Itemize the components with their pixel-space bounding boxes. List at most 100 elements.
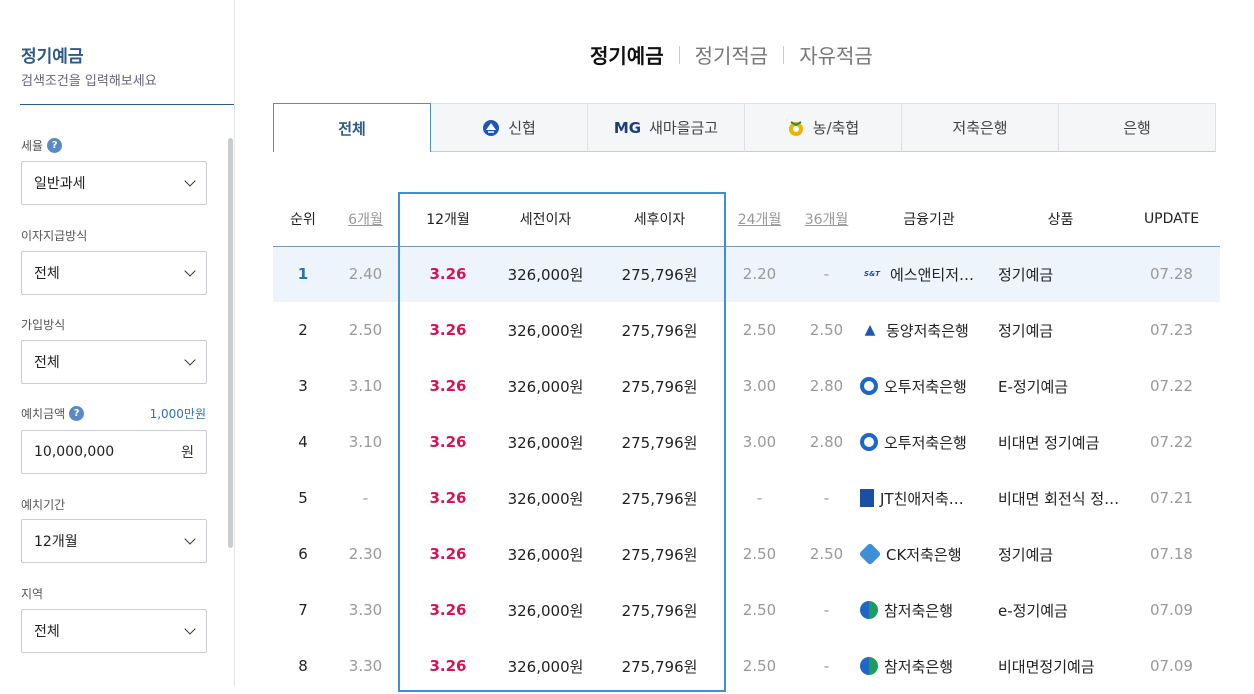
update-cell: 07.21	[1150, 489, 1193, 507]
header-24m[interactable]: 24개월	[726, 192, 793, 247]
help-icon[interactable]: ?	[69, 406, 85, 421]
table-row[interactable]: 4 3.10 3.26 326,000원 275,796원 3.00 2.80 …	[273, 414, 1220, 470]
product-cell: 정기예금	[998, 246, 1123, 302]
tab-divider	[783, 45, 785, 64]
rank-cell: 4	[298, 433, 308, 451]
deposit-amount-input[interactable]: 10,000,000 원	[21, 430, 207, 474]
product-cell: 비대면 회전식 정…	[998, 489, 1120, 508]
pre-tax-cell: 326,000원	[507, 377, 584, 396]
help-icon[interactable]: ?	[47, 138, 63, 153]
rate-36m-cell: 2.50	[809, 545, 844, 563]
tab-divider	[678, 45, 680, 64]
deposit-period-select[interactable]: 12개월	[21, 519, 207, 563]
rate-24m-cell: 2.50	[742, 545, 777, 563]
pre-tax-cell: 326,000원	[507, 433, 584, 452]
tab-savings-bank[interactable]: 저축은행	[902, 103, 1059, 152]
tab-free-savings[interactable]: 자유적금	[799, 44, 873, 68]
rate-6m-cell: 2.40	[333, 246, 398, 302]
sidebar-divider	[20, 104, 234, 105]
sidebar-scrollbar[interactable]	[228, 138, 233, 548]
rate-6m-cell: 3.10	[348, 433, 383, 451]
deposit-period-label: 예치기간	[21, 498, 66, 512]
rate-6m-cell: 3.30	[348, 601, 383, 619]
post-tax-cell: 275,796원	[621, 601, 698, 620]
deposit-amount-label: 예치금액 ?	[21, 405, 85, 422]
product-cell: e-정기예금	[998, 601, 1068, 620]
institution-cell: CK저축은행	[858, 526, 998, 582]
search-sidebar: 정기예금 검색조건을 입력해보세요 세율 ? 일반과세 이자지급방식 전체 가입…	[0, 0, 235, 686]
rate-6m-cell: 2.30	[348, 545, 383, 563]
ck-bank-logo-icon	[858, 542, 882, 566]
update-cell: 07.09	[1150, 601, 1193, 619]
rate-24m-cell: 3.00	[742, 433, 777, 451]
rate-6m-cell: 3.10	[348, 377, 383, 395]
post-tax-cell: 275,796원	[621, 657, 698, 676]
table-row[interactable]: 8 3.30 3.26 326,000원 275,796원 2.50 - 참저축…	[273, 638, 1220, 694]
rate-36m-cell: 2.80	[809, 377, 844, 395]
join-method-select[interactable]: 전체	[21, 340, 207, 384]
rank-cell: 2	[298, 321, 308, 339]
table-row[interactable]: 3 3.10 3.26 326,000원 275,796원 3.00 2.80 …	[273, 358, 1220, 414]
rank-cell: 5	[298, 489, 308, 507]
institution-cell: JT친애저축…	[860, 470, 998, 526]
table-row[interactable]: 1 2.40 3.26 326,000원 275,796원 2.20 - S&T…	[273, 246, 1220, 302]
post-tax-cell: 275,796원	[621, 433, 698, 452]
post-tax-cell: 275,796원	[621, 545, 698, 564]
rate-ranking-table: 순위 6개월 12개월 세전이자 세후이자 24개월 36개월 금융기관 상품 …	[273, 192, 1220, 694]
tax-rate-label: 세율 ?	[21, 137, 63, 154]
product-cell: 비대면 정기예금	[998, 433, 1100, 452]
tab-shinhyup[interactable]: 신협	[431, 103, 588, 152]
rate-12m-cell: 3.26	[398, 246, 498, 302]
header-12m[interactable]: 12개월	[398, 192, 498, 247]
tab-installment-savings[interactable]: 정기적금	[694, 44, 769, 68]
rate-24m-cell: 2.50	[742, 321, 777, 339]
tax-rate-select[interactable]: 일반과세	[21, 161, 207, 205]
tab-nonghyup[interactable]: 농/축협	[745, 103, 902, 152]
pre-tax-cell: 326,000원	[507, 545, 584, 564]
pre-tax-cell: 326,000원	[507, 489, 584, 508]
tab-all[interactable]: 전체	[273, 103, 431, 152]
pre-tax-cell: 326,000원	[507, 321, 584, 340]
interest-payment-select[interactable]: 전체	[21, 251, 207, 295]
chevron-down-icon	[184, 533, 196, 545]
region-select[interactable]: 전체	[21, 609, 207, 653]
institution-cell: 참저축은행	[860, 582, 998, 638]
region-label: 지역	[21, 587, 44, 601]
post-tax-cell: 275,796원	[593, 246, 726, 302]
rank-cell: 1	[273, 246, 333, 302]
update-cell: 07.09	[1150, 657, 1193, 675]
rate-36m-cell: -	[823, 657, 830, 675]
cham-bank-logo-icon	[860, 601, 878, 619]
table-header-row: 순위 6개월 12개월 세전이자 세후이자 24개월 36개월 금융기관 상품 …	[273, 192, 1220, 247]
table-row[interactable]: 6 2.30 3.26 326,000원 275,796원 2.50 2.50 …	[273, 526, 1220, 582]
institution-cell: S&T 에스앤티저…	[860, 246, 998, 302]
header-update: UPDATE	[1123, 192, 1220, 247]
rank-cell: 7	[298, 601, 308, 619]
chevron-down-icon	[184, 175, 196, 187]
header-6m[interactable]: 6개월	[333, 192, 398, 247]
institution-cell: ▲ 동양저축은행	[860, 302, 998, 358]
interest-payment-label: 이자지급방식	[21, 229, 88, 243]
deposit-amount-hint: 1,000만원	[149, 407, 206, 421]
table-row[interactable]: 7 3.30 3.26 326,000원 275,796원 2.50 - 참저축…	[273, 582, 1220, 638]
tab-bank[interactable]: 은행	[1059, 103, 1216, 152]
post-tax-cell: 275,796원	[621, 321, 698, 340]
update-cell: 07.23	[1150, 321, 1193, 339]
tab-fixed-deposit[interactable]: 정기예금	[590, 44, 664, 68]
table-row[interactable]: 5 - 3.26 326,000원 275,796원 - - JT친애저축… 비…	[273, 470, 1220, 526]
institution-cell: 오투저축은행	[860, 358, 998, 414]
rate-24m-cell: 3.00	[742, 377, 777, 395]
rate-6m-cell: -	[362, 489, 369, 507]
header-36m[interactable]: 36개월	[793, 192, 860, 247]
rate-12m-cell: 3.26	[429, 601, 467, 619]
rate-36m-cell: -	[823, 489, 830, 507]
pre-tax-cell: 326,000원	[498, 246, 593, 302]
header-institution: 금융기관	[860, 192, 998, 247]
table-row[interactable]: 2 2.50 3.26 326,000원 275,796원 2.50 2.50 …	[273, 302, 1220, 358]
sidebar-subtitle: 검색조건을 입력해보세요	[21, 74, 157, 89]
rate-12m-cell: 3.26	[429, 377, 467, 395]
tab-saemaeul[interactable]: MG 새마을금고	[588, 103, 745, 152]
o2-bank-logo-icon	[860, 433, 878, 451]
header-post-tax: 세후이자	[593, 192, 726, 247]
update-cell: 07.22	[1150, 377, 1193, 395]
